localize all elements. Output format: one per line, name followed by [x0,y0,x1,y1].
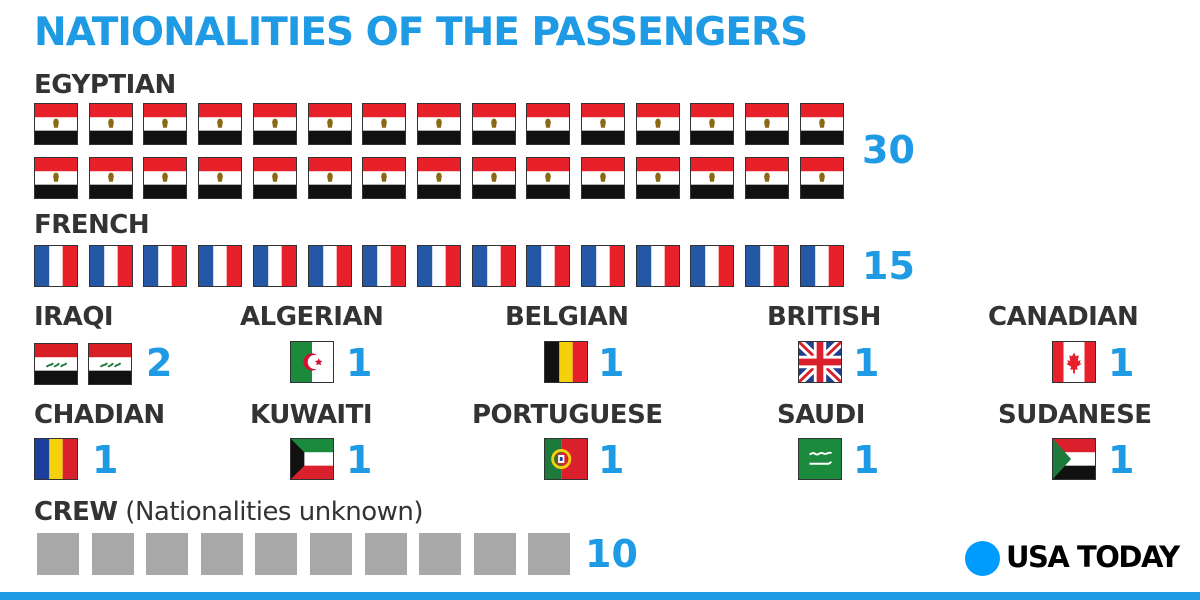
count-value-portuguese: 1 [598,438,625,482]
egypt-flag-icon [307,157,352,199]
category-label-kuwaiti: KUWAITI [250,400,373,430]
france-flag-icon [198,245,243,287]
sudan-flag-icon [1052,438,1096,480]
egypt-flag-icon [635,157,680,199]
france-flag-icon [416,245,461,287]
count-value-saudi: 1 [853,438,880,482]
egypt-flag-icon [34,157,78,199]
crew-square-icon [419,533,462,575]
france-flag-icon [745,245,790,287]
france-flag-icon [526,245,571,287]
france-flag-icon [799,245,844,287]
france-flag-icon [34,245,78,287]
egypt-flag-icon [307,103,352,145]
category-label-belgian: BELGIAN [505,302,629,332]
france-flag-icon [690,245,735,287]
canada-flag-icon [1052,341,1096,383]
france-flag-icon [252,245,297,287]
crew-square-icon [528,533,571,575]
category-label-chadian: CHADIAN [34,400,165,430]
iraq-flag-icon [88,343,132,385]
crew-square-icon [146,533,189,575]
usa-today-logo-dot-icon [965,541,1000,576]
egypt-flag-icon [745,157,790,199]
count-value-crew: 10 [585,532,638,576]
egypt-flag-icon [526,157,571,199]
egypt-flag-icon [581,103,625,145]
egypt-flag-icon [143,103,188,145]
egypt-flag-icon [198,103,243,145]
france-flag-icon [88,245,133,287]
egypt-flag-icon [88,103,133,145]
egypt-flag-icon [416,157,461,199]
algeria-flag-icon [290,341,334,383]
count-value-sudanese: 1 [1108,438,1135,482]
egypt-flag-icon [471,103,516,145]
egypt-flag-icon [252,157,297,199]
egypt-flag-icon [88,157,133,199]
saudi-flag-icon [798,438,842,480]
egypt-flag-icon [143,157,188,199]
uk-flag-icon [798,341,842,383]
egypt-flag-icon [34,103,78,145]
bottom-accent-bar [0,592,1200,600]
chart-title: NATIONALITIES OF THE PASSENGERS [34,10,808,55]
france-flag-icon [635,245,680,287]
usa-today-logo: USA TODAY [1006,540,1180,574]
crew-square-icon [473,533,516,575]
egypt-flag-icon [745,103,790,145]
category-label-canadian: CANADIAN [988,302,1139,332]
crew-note: (Nationalities unknown) [117,497,424,527]
egypt-flag-icon [416,103,461,145]
egypt-flag-icon [581,157,625,199]
france-flag-icon [581,245,625,287]
category-label-portuguese: PORTUGUESE [472,400,663,430]
egypt-flag-icon [526,103,571,145]
egypt-flag-icon [799,103,844,145]
crew-square-icon [91,533,134,575]
egypt-flag-icon [799,157,844,199]
count-value-chadian: 1 [92,438,119,482]
egypt-flag-icon [690,157,735,199]
crew-square-icon [255,533,298,575]
egypt-flag-icon [198,157,243,199]
count-value-british: 1 [853,341,880,385]
count-value-egyptian: 30 [862,128,915,172]
egypt-flag-icon [362,103,407,145]
egypt-flag-icon [252,103,297,145]
category-label-egyptian: EGYPTIAN [34,70,176,100]
crew-square-icon [310,533,352,575]
category-label-sudanese: SUDANESE [998,400,1152,430]
france-flag-icon [307,245,352,287]
crew-square-icon [200,533,243,575]
egypt-flag-icon [362,157,407,199]
category-label-crew: CREW (Nationalities unknown) [34,497,424,527]
count-value-iraqi: 2 [146,341,173,385]
count-value-algerian: 1 [346,341,373,385]
category-label-saudi: SAUDI [777,400,865,430]
count-value-belgian: 1 [598,341,625,385]
count-value-kuwaiti: 1 [346,438,373,482]
kuwait-flag-icon [290,438,334,480]
category-label-algerian: ALGERIAN [240,302,384,332]
count-value-french: 15 [862,244,915,288]
category-label-british: BRITISH [767,302,881,332]
chad-flag-icon [34,438,78,480]
crew-square-icon [37,533,79,575]
crew-square-icon [364,533,407,575]
france-flag-icon [471,245,516,287]
portugal-flag-icon [544,438,588,480]
category-label-iraqi: IRAQI [34,302,114,332]
egypt-flag-icon [690,103,735,145]
egypt-flag-icon [471,157,516,199]
france-flag-icon [362,245,407,287]
egypt-flag-icon [635,103,680,145]
belgium-flag-icon [544,341,588,383]
france-flag-icon [143,245,188,287]
count-value-canadian: 1 [1108,341,1135,385]
category-label-french: FRENCH [34,210,150,240]
iraq-flag-icon [34,343,78,385]
